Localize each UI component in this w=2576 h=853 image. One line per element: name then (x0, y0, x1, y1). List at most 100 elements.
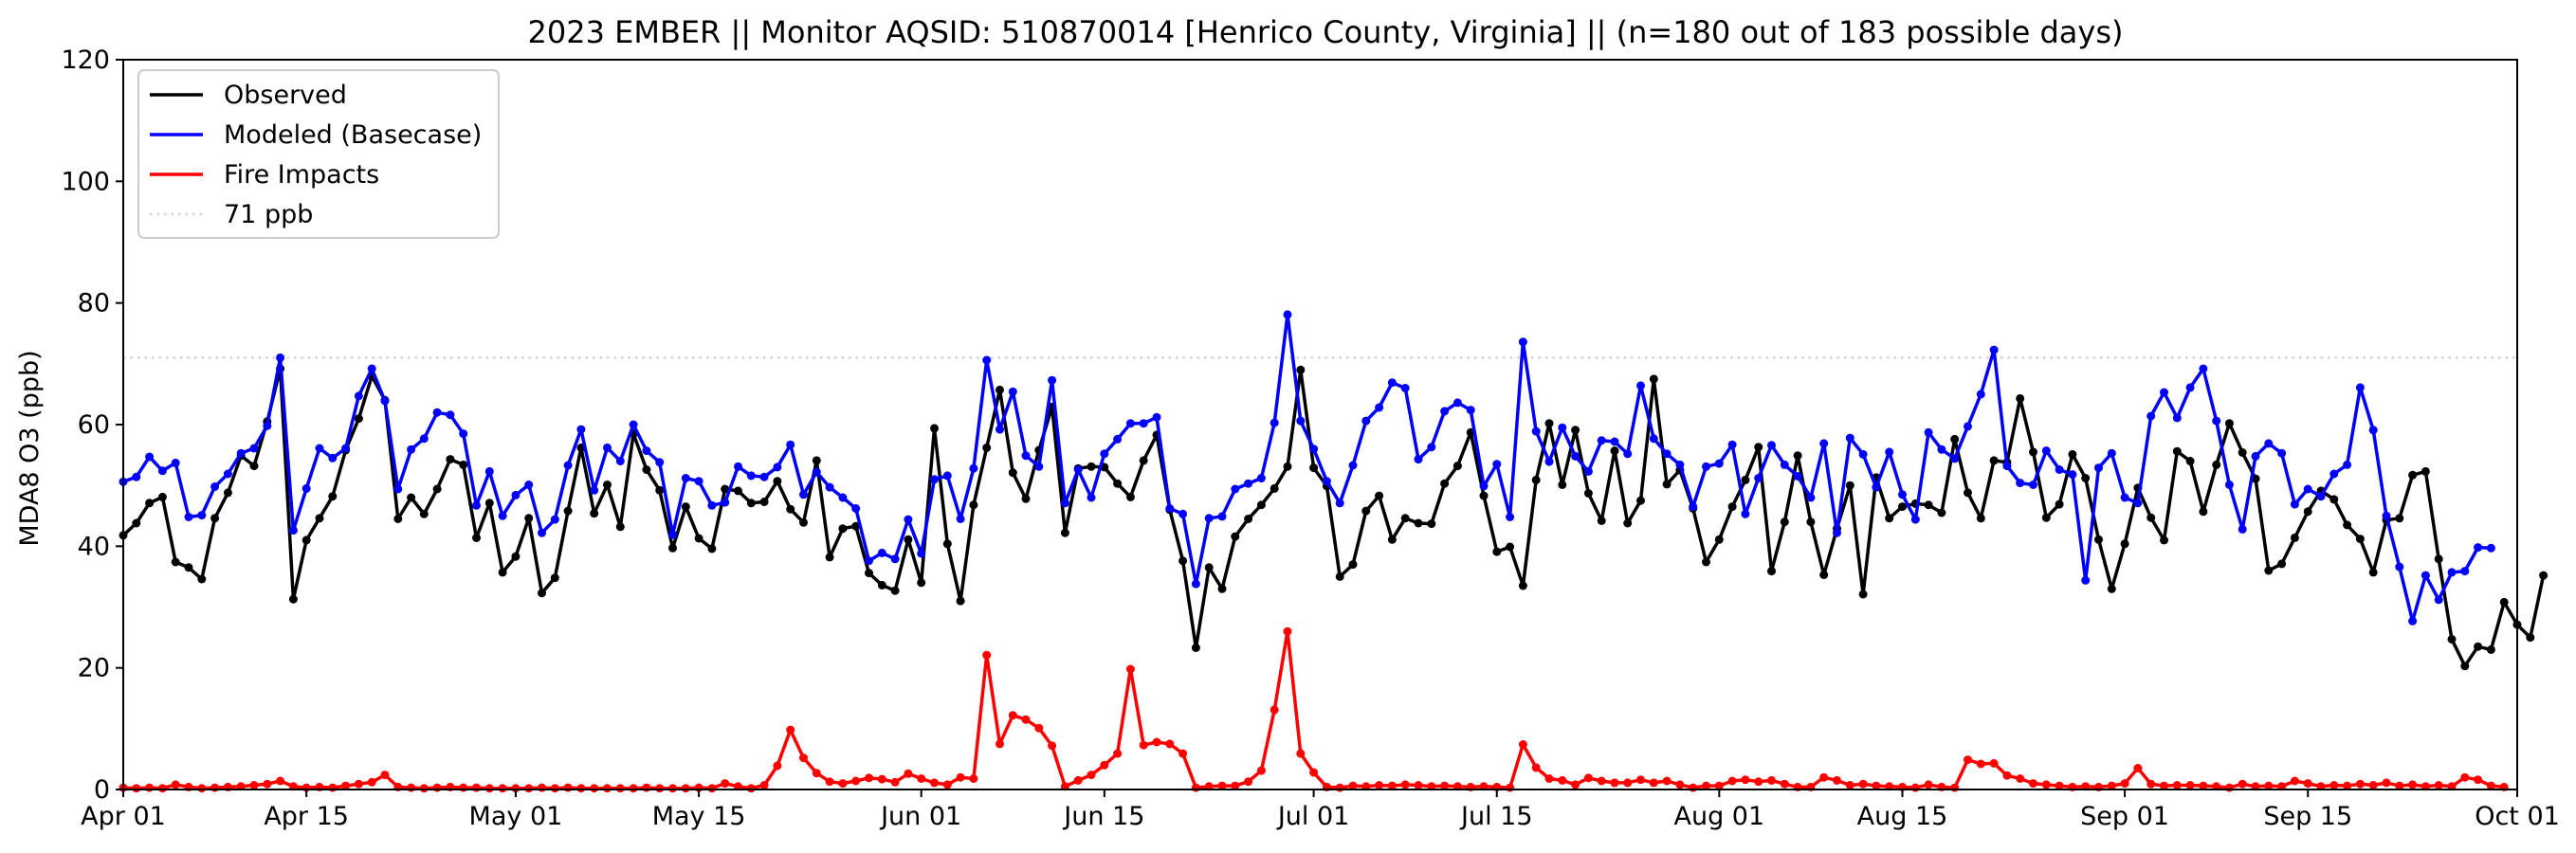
data-point (538, 783, 546, 792)
data-point (1741, 509, 1750, 518)
data-point (2029, 447, 2037, 457)
data-point (2264, 781, 2274, 790)
data-point (904, 515, 913, 524)
data-point (157, 466, 167, 476)
data-point (380, 771, 390, 780)
data-point (1885, 514, 1894, 523)
data-point (2329, 495, 2339, 504)
y-tick-label: 40 (78, 532, 110, 561)
data-point (145, 452, 155, 462)
data-point (1649, 374, 1658, 384)
x-tick-label: Jul 01 (1276, 802, 1350, 831)
data-point (223, 469, 232, 479)
data-point (1767, 567, 1776, 576)
data-point (812, 467, 821, 477)
data-point (1296, 365, 1306, 374)
data-point (498, 568, 507, 577)
data-point (2474, 775, 2483, 785)
data-point (354, 391, 363, 401)
data-point (1845, 433, 1854, 443)
data-point (877, 580, 886, 590)
data-point (746, 784, 756, 793)
data-point (982, 443, 992, 452)
x-tick-label: Apr 15 (264, 802, 349, 831)
data-point (1858, 779, 1868, 789)
data-point (721, 779, 730, 789)
data-point (1427, 443, 1436, 452)
data-point (812, 456, 821, 465)
data-point (1610, 446, 1619, 456)
data-point (1727, 440, 1737, 449)
data-point (1452, 462, 1462, 471)
data-point (2329, 781, 2339, 789)
data-point (459, 460, 468, 469)
data-point (1950, 783, 1960, 792)
x-tick-label: Jul 15 (1459, 802, 1533, 831)
data-point (1767, 775, 1776, 785)
data-point (2068, 470, 2077, 480)
data-point (1048, 375, 1057, 385)
data-point (563, 506, 573, 516)
data-point (210, 783, 220, 792)
data-point (132, 784, 141, 793)
data-point (1714, 535, 1724, 544)
series-0 (119, 364, 2549, 671)
data-point (1283, 310, 1292, 319)
data-point (1309, 463, 1319, 473)
data-point (996, 739, 1004, 749)
data-point (524, 514, 534, 523)
data-point (865, 556, 873, 566)
data-point (432, 484, 442, 494)
y-tick-label: 120 (61, 45, 110, 75)
data-point (2199, 781, 2208, 790)
data-point (746, 499, 756, 508)
data-point (1165, 739, 1175, 749)
data-point (249, 462, 259, 471)
data-point (2199, 507, 2208, 517)
y-tick-label: 0 (94, 775, 110, 805)
data-point (157, 492, 167, 501)
data-point (1296, 749, 1306, 758)
data-point (681, 474, 690, 482)
data-point (1636, 775, 1645, 785)
data-point (2290, 499, 2299, 509)
data-point (1531, 426, 1541, 436)
data-point (655, 458, 665, 467)
data-point (1780, 517, 1789, 527)
data-point (2185, 457, 2195, 465)
data-point (2081, 575, 2091, 585)
data-point (2055, 781, 2064, 790)
data-point (1440, 479, 1450, 488)
data-point (681, 502, 690, 512)
data-point (2355, 535, 2365, 544)
data-point (524, 784, 534, 793)
data-point (2368, 781, 2378, 789)
data-point (1375, 781, 1384, 789)
data-point (484, 466, 494, 476)
data-point (1256, 474, 1266, 482)
data-point (2368, 568, 2378, 577)
data-point (969, 774, 978, 783)
data-point (576, 784, 586, 793)
data-point (773, 463, 782, 472)
data-point (1754, 777, 1763, 787)
legend-label: 71 ppb (224, 200, 313, 229)
data-point (1518, 740, 1527, 749)
data-point (1571, 780, 1580, 789)
data-point (2094, 535, 2103, 544)
data-point (328, 453, 338, 463)
data-point (1178, 556, 1188, 566)
data-point (2382, 778, 2391, 788)
data-point (1414, 518, 1423, 528)
data-point (865, 569, 873, 578)
data-point (1231, 532, 1240, 541)
data-point (615, 784, 625, 793)
data-point (1675, 780, 1685, 789)
data-point (328, 783, 338, 792)
data-point (1989, 758, 1999, 768)
data-point (301, 535, 311, 545)
data-point (917, 578, 926, 588)
data-point (1217, 512, 1227, 521)
data-point (851, 776, 861, 786)
